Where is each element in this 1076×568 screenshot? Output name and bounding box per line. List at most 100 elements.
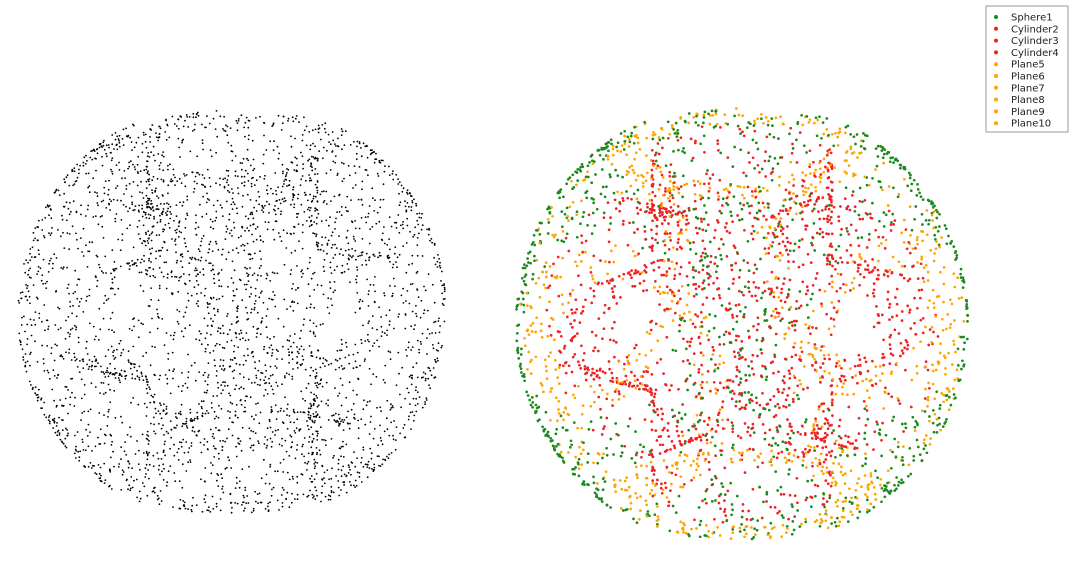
raw-point [209,226,212,229]
segmented-point [752,271,756,275]
segmented-point [577,467,581,470]
raw-point [252,507,255,510]
raw-point [180,182,183,185]
segmented-point [632,171,636,175]
raw-point [164,374,167,376]
raw-point [340,338,343,341]
raw-point [241,162,244,165]
raw-point [389,408,392,411]
raw-point [219,115,222,118]
raw-point [309,306,312,309]
raw-point [94,472,96,474]
raw-point [260,290,263,293]
raw-point [311,223,313,226]
raw-point [148,156,151,158]
segmented-point [599,407,602,411]
raw-point [345,475,348,478]
segmented-point [558,196,561,200]
segmented-point [606,157,610,161]
raw-point [409,195,412,197]
raw-point [219,327,222,330]
segmented-point [805,224,809,228]
raw-point [365,252,368,255]
raw-point [309,165,312,168]
raw-point [222,359,225,362]
segmented-point [756,519,760,522]
segmented-point [523,344,527,348]
raw-point [226,134,229,137]
raw-point [178,220,181,223]
segmented-point [653,513,657,517]
raw-point [118,139,120,142]
raw-point [412,366,415,369]
segmented-point [779,493,783,496]
raw-point [74,434,76,437]
segmented-point [722,243,725,246]
raw-point [215,216,218,219]
segmented-point [918,191,921,195]
raw-point [55,425,58,427]
raw-point [217,416,220,419]
raw-point [90,467,93,469]
raw-point [106,369,108,372]
segmented-point [763,365,767,369]
raw-point [274,470,276,473]
raw-point [315,394,318,397]
raw-point [144,211,147,214]
raw-point [98,146,101,149]
raw-point [156,195,158,198]
segmented-point [619,296,622,299]
segmented-point [820,302,823,306]
raw-point [418,212,421,215]
raw-point [272,192,274,195]
raw-point [272,392,275,395]
raw-point [105,144,108,147]
segmented-point [668,174,672,178]
raw-point [348,381,351,384]
raw-point [426,328,429,331]
raw-point [192,191,195,193]
segmented-point [747,509,751,513]
raw-point [78,459,81,462]
segmented-point [814,277,818,280]
segmented-point [571,187,574,191]
raw-point [372,253,375,256]
raw-point [116,135,119,138]
segmented-point [600,168,604,171]
segmented-point [752,408,755,412]
raw-point [265,315,268,317]
raw-point [200,405,203,408]
segmented-point [909,189,913,193]
raw-point [265,189,268,192]
raw-point-cloud-plot [17,110,446,514]
segmented-point [656,241,660,245]
raw-point [125,188,128,190]
raw-point [62,231,64,234]
raw-point [406,290,409,292]
segmented-point [889,156,892,160]
raw-point [69,333,71,335]
raw-point [282,115,285,118]
segmented-point [694,427,698,431]
segmented-point [791,520,795,523]
segmented-point [707,196,710,200]
raw-point [251,233,254,236]
raw-point [409,230,411,233]
raw-point [52,369,55,371]
raw-point [314,335,317,338]
raw-point [127,210,129,213]
raw-point [117,377,120,379]
raw-point [316,432,319,435]
raw-point [368,256,370,259]
segmented-point [666,429,670,432]
raw-point [418,348,420,351]
raw-point [87,368,90,370]
segmented-point [898,402,902,405]
segmented-point [570,326,574,329]
raw-point [127,134,130,137]
raw-point [338,366,341,369]
raw-point [362,408,365,411]
raw-point [415,410,418,413]
segmented-point [545,270,548,274]
segmented-point [731,508,734,512]
